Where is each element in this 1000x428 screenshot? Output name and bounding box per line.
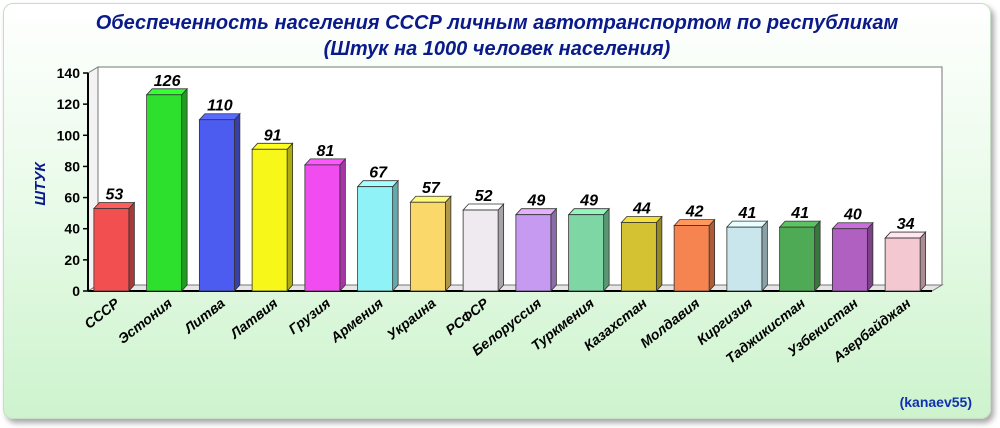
x-tick-label: СССР	[81, 294, 123, 331]
x-tick-label: Эстония	[115, 295, 175, 347]
bar	[831, 228, 868, 292]
bar	[515, 214, 552, 292]
bar	[462, 209, 499, 292]
x-tick-label: РСФСР	[442, 294, 492, 338]
bar	[93, 208, 130, 292]
chart-subtitle: (Штук на 1000 человек населения)	[323, 38, 671, 60]
data-label: 110	[207, 98, 233, 115]
y-tick-label: 40	[64, 221, 80, 237]
data-label: 44	[632, 200, 651, 217]
data-label: 126	[154, 73, 181, 90]
bar	[304, 164, 341, 292]
y-tick-label: 20	[64, 252, 80, 268]
bar-side	[550, 207, 557, 293]
author-credit: (kanaev55)	[899, 394, 972, 410]
data-label: 52	[475, 188, 493, 205]
bar-side	[392, 179, 399, 293]
data-label: 40	[843, 207, 862, 224]
y-tick-label: 100	[57, 127, 81, 143]
x-tick-label: Армения	[327, 295, 386, 346]
data-label: 49	[526, 193, 545, 210]
data-label: 81	[316, 143, 334, 160]
x-tick-label: Молдавия	[637, 295, 703, 351]
bar	[198, 119, 235, 292]
bar-side	[655, 215, 663, 293]
bar-side	[866, 221, 874, 293]
bar	[146, 94, 183, 292]
x-tick-label: Литва	[180, 295, 228, 337]
data-label: 49	[579, 193, 598, 210]
bar	[726, 226, 763, 292]
bar-side	[603, 207, 610, 293]
data-label: 34	[897, 216, 915, 233]
bar-side	[761, 220, 768, 293]
bar-side	[814, 220, 821, 293]
y-tick-label: 80	[64, 158, 80, 174]
x-tick-label: Грузия	[285, 295, 333, 337]
y-tick-label: 0	[72, 283, 80, 299]
data-label: 67	[369, 165, 388, 182]
data-label: 42	[685, 204, 704, 221]
bar	[409, 201, 446, 292]
bar-side	[339, 157, 346, 293]
bar-side	[444, 195, 452, 293]
bar	[884, 237, 921, 292]
bar-side	[708, 218, 716, 293]
x-tick-label: Латвия	[226, 295, 280, 342]
x-tick-label: Украина	[384, 295, 439, 343]
bar-side	[286, 142, 294, 293]
bar-side	[128, 201, 135, 293]
data-label: 91	[264, 127, 282, 144]
data-label: 41	[737, 205, 756, 222]
bar-side	[181, 87, 188, 293]
y-tick-label: 120	[57, 96, 81, 112]
data-label: 57	[422, 180, 441, 197]
chart-title-line: Обеспеченность населения СССР личным авт…	[95, 12, 899, 34]
chart-title: Обеспеченность населения СССР личным авт…	[4, 10, 990, 62]
bar	[620, 222, 657, 292]
bar-side	[919, 231, 927, 293]
bar	[357, 186, 394, 292]
bar-side	[233, 112, 241, 293]
y-tick-label: 140	[57, 65, 81, 81]
bar	[779, 226, 816, 292]
y-tick-label: 60	[64, 190, 80, 206]
bar-side	[497, 203, 505, 293]
data-label: 41	[790, 205, 809, 222]
data-label: 53	[105, 186, 123, 203]
bar	[673, 225, 710, 292]
bar	[251, 148, 288, 292]
bar	[568, 214, 605, 292]
